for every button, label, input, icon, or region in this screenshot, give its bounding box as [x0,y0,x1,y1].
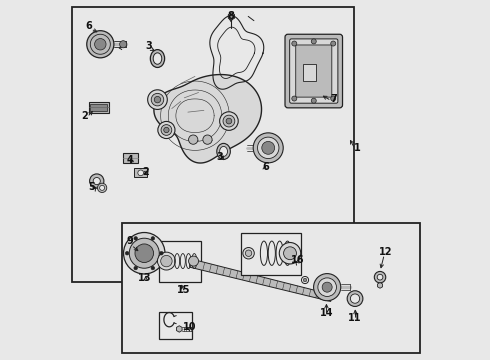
Circle shape [331,96,336,101]
Circle shape [163,257,172,266]
Text: 3: 3 [217,152,223,162]
Circle shape [292,96,297,101]
Bar [241,233,301,275]
Text: 15: 15 [177,285,190,295]
Text: 13: 13 [138,273,151,283]
Polygon shape [228,13,235,20]
Text: 3: 3 [145,41,152,51]
Circle shape [138,170,144,176]
Circle shape [245,250,252,256]
Circle shape [258,137,279,158]
Circle shape [134,237,138,240]
Bar [159,241,201,282]
Text: 11: 11 [348,312,362,323]
Circle shape [165,259,169,264]
Circle shape [303,278,307,282]
Ellipse shape [161,125,172,135]
Ellipse shape [150,50,165,67]
Circle shape [151,266,155,270]
FancyBboxPatch shape [290,39,338,103]
Bar [159,312,193,339]
Circle shape [161,255,172,267]
Circle shape [322,282,332,292]
Ellipse shape [220,147,227,157]
Polygon shape [190,258,331,301]
Circle shape [189,135,198,144]
Circle shape [134,266,138,270]
Ellipse shape [153,53,162,64]
Circle shape [120,41,127,48]
Bar [134,168,147,177]
Circle shape [135,244,153,262]
Text: 2: 2 [142,167,149,177]
FancyBboxPatch shape [296,45,332,97]
Circle shape [160,251,163,255]
Polygon shape [176,326,182,332]
Circle shape [90,174,104,188]
Circle shape [99,185,104,190]
Bar [72,7,354,282]
Text: 12: 12 [379,247,393,257]
Text: 14: 14 [319,308,333,318]
Circle shape [123,233,165,274]
Text: 6: 6 [85,21,92,31]
Ellipse shape [147,90,167,109]
Ellipse shape [158,121,175,139]
Circle shape [93,177,100,185]
Ellipse shape [220,112,238,130]
Circle shape [253,133,283,163]
Circle shape [331,41,336,46]
Circle shape [292,41,297,46]
Ellipse shape [217,143,230,159]
Circle shape [95,39,106,50]
Circle shape [377,274,383,280]
Circle shape [318,278,337,296]
Circle shape [279,243,301,264]
Text: 7: 7 [330,94,337,104]
Circle shape [129,238,159,268]
Text: 1: 1 [354,143,361,153]
Circle shape [314,274,341,301]
Text: 2: 2 [82,111,88,121]
Circle shape [157,252,175,270]
Bar [122,223,420,353]
Ellipse shape [164,127,169,133]
Circle shape [243,248,254,259]
Bar [90,104,107,111]
Text: 10: 10 [183,322,196,332]
Polygon shape [378,283,383,288]
Bar [303,64,317,81]
Text: 4: 4 [126,156,133,165]
Polygon shape [154,75,262,163]
Circle shape [311,39,316,44]
Circle shape [203,135,212,144]
Text: 8: 8 [227,11,234,21]
Bar [123,153,138,163]
Circle shape [284,247,296,260]
Circle shape [151,237,155,240]
Circle shape [262,141,275,154]
Circle shape [374,271,386,283]
Circle shape [125,251,129,255]
Circle shape [87,31,114,58]
Circle shape [189,256,198,266]
Ellipse shape [226,118,232,124]
Circle shape [98,183,107,193]
FancyBboxPatch shape [285,34,343,108]
Ellipse shape [151,93,164,106]
Ellipse shape [154,96,161,103]
Bar [89,102,109,113]
Text: 6: 6 [262,162,269,172]
Circle shape [350,294,360,303]
Polygon shape [245,12,252,16]
Text: 16: 16 [291,255,305,265]
Text: 5: 5 [89,182,96,192]
Circle shape [301,276,309,284]
Circle shape [347,291,363,306]
Circle shape [311,98,316,103]
Ellipse shape [223,115,235,127]
Text: 9: 9 [126,237,133,247]
